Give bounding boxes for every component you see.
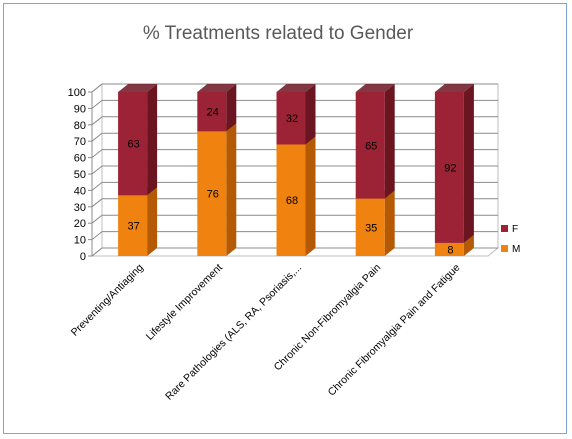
bar-m-1 [197, 131, 227, 256]
bar-side [226, 84, 237, 132]
chart-frame: % Treatments related to Gender 0 10 20 30 40… [3, 3, 567, 434]
bar-m-3 [355, 198, 385, 256]
category-label: Chronic Fibromyalgia Pain and Fatigue [326, 262, 463, 399]
chart-svg: % Treatments related to Gender 0 10 20 30 40… [68, 23, 521, 403]
data-label: 24 [207, 107, 219, 119]
y-tick-label: 50 [74, 169, 86, 181]
legend-label: M [512, 244, 520, 255]
bar-side [463, 234, 474, 256]
bar-f-1 [197, 92, 227, 132]
y-tick-label: 90 [74, 103, 86, 115]
legend-swatch [501, 225, 508, 232]
bars [118, 84, 474, 256]
y-tick-label: 40 [74, 185, 86, 197]
bar-side [463, 84, 474, 243]
bar-side [305, 136, 316, 256]
bar-side [384, 84, 395, 199]
bar-side [147, 187, 158, 256]
chart-title: % Treatments related to Gender [143, 23, 414, 44]
bar-m-2 [276, 144, 306, 256]
bar-side [305, 84, 316, 145]
y-tick-label: 0 [80, 251, 86, 263]
category-label: Preventing/Antiaging [69, 262, 146, 339]
bar-f-3 [355, 92, 385, 199]
data-label: 63 [127, 139, 139, 151]
bar-f-0 [118, 92, 148, 196]
category-label: Rare Pathologies (ALS, RA, Psoriasis,... [163, 262, 304, 403]
y-tick-label: 10 [74, 235, 86, 247]
bar-top [197, 84, 237, 92]
data-label: 68 [286, 195, 298, 207]
bar-side [226, 123, 237, 256]
bar-m-4 [434, 242, 464, 256]
data-label: 65 [365, 140, 377, 152]
y-tick-label: 30 [74, 202, 86, 214]
data-labels: 37 76 68 35 8 63 24 32 65 92 [127, 107, 456, 257]
y-tick-label: 20 [74, 218, 86, 230]
data-label: 8 [447, 244, 453, 256]
bar-top [276, 84, 316, 92]
y-tick-label: 100 [68, 87, 86, 99]
legend-swatch [501, 245, 508, 252]
bar-m-0 [118, 195, 148, 256]
bar-top [434, 84, 474, 92]
data-label: 92 [444, 162, 456, 174]
bar-f-4 [434, 92, 464, 243]
y-tick-label: 80 [74, 120, 86, 132]
legend-label: F [512, 224, 518, 235]
bar-side [147, 84, 158, 196]
y-tick-label: 60 [74, 153, 86, 165]
bar-top [118, 84, 158, 92]
category-label: Lifestyle Improvement [144, 262, 225, 343]
bar-f-2 [276, 92, 306, 145]
data-label: 37 [127, 221, 139, 233]
data-label: 76 [207, 189, 219, 201]
data-label: 32 [286, 113, 298, 125]
bar-top [355, 84, 395, 92]
legend: FM [501, 224, 520, 255]
y-tick-label: 70 [74, 136, 86, 148]
y-axis: 0 10 20 30 40 50 60 70 80 90 100 [68, 87, 93, 263]
bar-side [384, 190, 395, 256]
data-label: 35 [365, 222, 377, 234]
